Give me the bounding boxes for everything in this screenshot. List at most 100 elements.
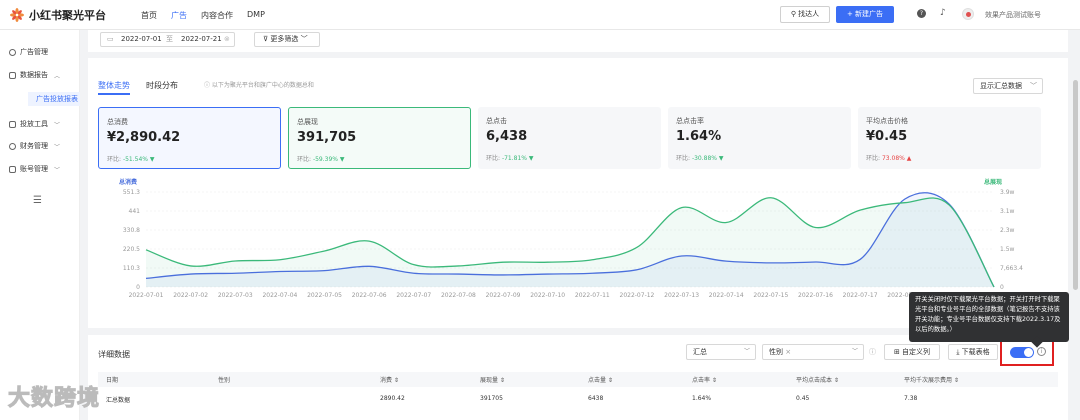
y-tick-left: 110.3 bbox=[123, 265, 140, 272]
x-tick-label: 2022-07-08 bbox=[441, 292, 476, 299]
end-date: 2022-07-21 bbox=[181, 35, 222, 43]
chevron-down-icon: ﹀ bbox=[298, 35, 308, 43]
clear-icon[interactable]: ⊗ bbox=[224, 35, 230, 43]
column-clicks[interactable]: 点击量 ⇕ bbox=[588, 377, 613, 384]
compare-label: 环比: bbox=[297, 156, 312, 163]
account-name[interactable]: 效果产品测试账号 bbox=[985, 11, 1041, 19]
column-impressions[interactable]: 展现量 ⇕ bbox=[480, 377, 505, 384]
column-ctr[interactable]: 点击率 ⇕ bbox=[692, 377, 717, 384]
account-icon bbox=[9, 165, 16, 173]
remove-tag-icon[interactable]: × bbox=[785, 348, 792, 356]
sidebar-item-label: 财务管理 bbox=[20, 142, 48, 150]
avatar[interactable] bbox=[962, 8, 974, 20]
y-axis-left-label: 总消费 bbox=[119, 178, 137, 186]
sidebar-item-account[interactable]: 账号管理 ﹀ bbox=[9, 164, 60, 174]
nav-dmp[interactable]: DMP bbox=[247, 10, 265, 19]
metric-card-cpc[interactable]: 平均点击价格 ¥0.45 环比: 73.08% ▲ bbox=[858, 107, 1041, 169]
date-range-picker[interactable]: ▭ 2022-07-01 至 2022-07-21 ⊗ bbox=[100, 32, 235, 47]
custom-columns-button[interactable]: ⊞ 自定义列 bbox=[884, 344, 940, 360]
column-gender[interactable]: 性别 bbox=[218, 377, 231, 384]
x-tick-label: 2022-07-17 bbox=[843, 292, 878, 299]
sidebar-subitem-ad-report[interactable]: 广告投放报表 bbox=[28, 92, 80, 106]
x-tick-label: 2022-07-03 bbox=[218, 292, 253, 299]
table-header: 日期 性别 消费 ⇕ 展现量 ⇕ 点击量 ⇕ 点击率 ⇕ 平均点击成本 ⇕ 平均… bbox=[98, 372, 1058, 387]
finance-icon bbox=[9, 142, 16, 150]
nav-ads[interactable]: 广告 bbox=[171, 11, 187, 20]
y-tick-left: 220.5 bbox=[123, 246, 140, 253]
y-tick-left: 441 bbox=[129, 208, 141, 215]
tab-overall-trend[interactable]: 整体走势 bbox=[98, 81, 130, 95]
column-date[interactable]: 日期 bbox=[106, 377, 119, 384]
metric-card-clicks[interactable]: 总点击 6,438 环比: -71.81% ▼ bbox=[478, 107, 661, 169]
info-icon[interactable]: i bbox=[1037, 347, 1046, 356]
column-spend[interactable]: 消费 ⇕ bbox=[380, 377, 399, 384]
table-row: 汇总数据 2890.42 391705 6438 1.64% 0.45 7.38 bbox=[98, 392, 1058, 407]
gender-dropdown[interactable]: 性别 × ﹀ bbox=[762, 344, 864, 360]
scrollbar-thumb[interactable] bbox=[1073, 80, 1078, 290]
y-tick-right: 0 bbox=[1000, 284, 1004, 291]
metric-card-impressions[interactable]: 总展现 391,705 环比: -59.39% ▼ bbox=[288, 107, 471, 169]
find-creator-button[interactable]: ⚲ 找达人 bbox=[780, 6, 830, 23]
sidebar: 广告管理 数据报告 ︿ 广告投放报表 投放工具 ﹀ 财务管理 ﹀ 账号管理 ﹀ ☰ bbox=[0, 30, 80, 420]
new-ad-button[interactable]: + 新建广告 bbox=[836, 6, 894, 23]
date-separator: 至 bbox=[166, 35, 173, 43]
sidebar-item-data-report[interactable]: 数据报告 ︿ bbox=[9, 70, 60, 80]
summary-dropdown[interactable]: 汇总 ﹀ bbox=[686, 344, 756, 360]
compare-label: 环比: bbox=[676, 155, 691, 162]
card-value: ¥0.45 bbox=[866, 129, 908, 144]
tab-time-distribution[interactable]: 时段分布 bbox=[146, 81, 178, 90]
chevron-down-icon: ﹀ bbox=[1030, 82, 1037, 90]
card-compare: 环比: -30.88% ▼ bbox=[676, 153, 724, 162]
x-tick-label: 2022-07-14 bbox=[709, 292, 744, 299]
user-icon: ⚲ bbox=[790, 10, 799, 18]
sidebar-item-tools[interactable]: 投放工具 ﹀ bbox=[9, 119, 60, 129]
scrollbar[interactable] bbox=[1071, 30, 1080, 420]
sidebar-item-finance[interactable]: 财务管理 ﹀ bbox=[9, 141, 60, 151]
chevron-up-icon: ︿ bbox=[54, 72, 61, 80]
brand-logo[interactable]: 小红书聚光平台 bbox=[10, 7, 106, 23]
columns-icon: ⊞ bbox=[893, 348, 903, 356]
x-tick-label: 2022-07-01 bbox=[129, 292, 164, 299]
chart-areas bbox=[146, 192, 994, 287]
metric-card-spend[interactable]: 总消费 ¥2,890.42 环比: -51.54% ▼ bbox=[98, 107, 281, 169]
y-tick-left: 0 bbox=[136, 284, 140, 291]
watermark: 大数跨境 bbox=[7, 386, 101, 412]
summary-select[interactable]: 显示汇总数据 ﹀ bbox=[973, 78, 1043, 94]
nav-home[interactable]: 首页 bbox=[141, 11, 157, 20]
x-tick-label: 2022-07-18 bbox=[887, 292, 922, 299]
y-axis-right-label: 总展现 bbox=[984, 178, 1002, 186]
metric-card-ctr[interactable]: 总点击率 1.64% 环比: -30.88% ▼ bbox=[668, 107, 851, 169]
column-cpm[interactable]: 平均千次展示费用 ⇕ bbox=[904, 377, 959, 384]
bell-icon[interactable]: ♪ bbox=[940, 8, 946, 18]
trend-down-icon: ▼ bbox=[339, 156, 345, 163]
summary-dropdown-label: 汇总 bbox=[693, 348, 707, 356]
card-title: 总点击 bbox=[486, 117, 507, 125]
overview-panel: 整体走势 时段分布 ⓘ 以下为聚光平台和旗广中心的数据总和 显示汇总数据 ﹀ 总消… bbox=[88, 58, 1068, 328]
more-filter-button[interactable]: ⊽ 更多筛选 ﹀ bbox=[254, 32, 320, 47]
tab-tip: ⓘ 以下为聚光平台和旗广中心的数据总和 bbox=[204, 80, 314, 89]
x-tick-label: 2022-07-12 bbox=[620, 292, 655, 299]
gender-tag-label: 性别 bbox=[769, 348, 783, 356]
compare-value: 73.08% bbox=[881, 155, 905, 162]
nav-content[interactable]: 内容合作 bbox=[201, 11, 233, 20]
download-table-button[interactable]: ⤓ 下载表格 bbox=[948, 344, 998, 360]
trend-down-icon: ▼ bbox=[528, 155, 534, 162]
trend-chart: 551.3 441 330.8 220.5 110.3 0 3.9w 3.1w 2.3w 1.5… bbox=[119, 178, 1023, 299]
full-data-toggle[interactable] bbox=[1010, 347, 1034, 358]
trend-down-icon: ▼ bbox=[718, 155, 724, 162]
chart-lines bbox=[145, 192, 995, 288]
y-tick-right: 3.9w bbox=[1000, 189, 1015, 196]
compare-label: 环比: bbox=[486, 155, 501, 162]
series-area bbox=[146, 197, 994, 287]
compare-value: -59.39% bbox=[312, 156, 338, 163]
info-icon: ⓘ bbox=[204, 82, 212, 89]
sidebar-item-ad-manage[interactable]: 广告管理 bbox=[9, 47, 48, 57]
help-icon[interactable]: ? bbox=[917, 9, 926, 18]
sidebar-item-label: 数据报告 bbox=[20, 71, 48, 79]
x-tick-label: 2022-07-13 bbox=[664, 292, 699, 299]
sidebar-item-label: 广告管理 bbox=[20, 48, 48, 56]
column-avg-cpc[interactable]: 平均点击成本 ⇕ bbox=[796, 377, 839, 384]
card-title: 总点击率 bbox=[676, 117, 704, 125]
x-tick-label: 2022-07-11 bbox=[575, 292, 610, 299]
collapse-menu-icon[interactable]: ☰ bbox=[33, 195, 42, 206]
